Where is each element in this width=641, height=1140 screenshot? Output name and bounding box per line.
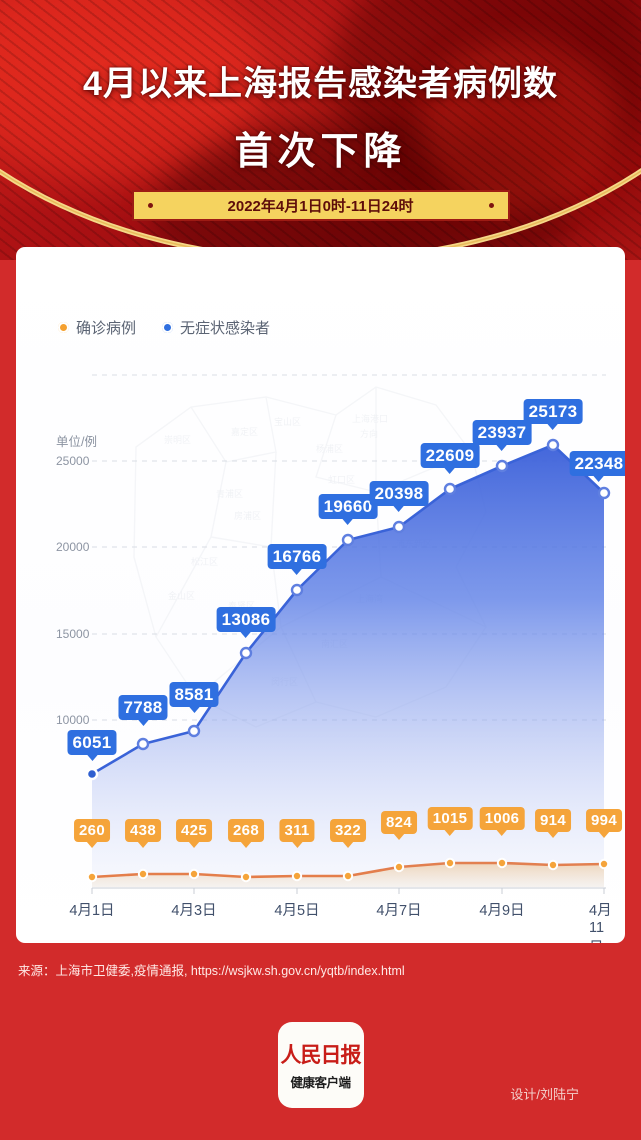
value-chip-confirmed-6: 824 (381, 811, 417, 840)
chip-text: 13086 (221, 609, 271, 629)
value-chip-confirmed-5: 322 (330, 819, 366, 848)
date-range-badge: 2022年4月1日0时-11日24时 (131, 190, 510, 221)
legend-item-confirmed[interactable]: 确诊病例 (58, 317, 136, 338)
chip-text: 22348 (574, 453, 624, 473)
value-chip-confirmed-7: 1015 (427, 807, 473, 836)
chip-text: 1015 (432, 810, 468, 827)
header-banner: 4月以来上海报告感染者病例数 首次下降 2022年4月1日0时-11日24时 (0, 0, 641, 260)
value-chip-asymptomatic-7: 22609 (420, 443, 480, 474)
value-chip-asymptomatic-5: 19660 (318, 494, 378, 525)
page-title: 4月以来上海报告感染者病例数 (83, 65, 558, 103)
svg-text:奉贤区: 奉贤区 (228, 600, 255, 611)
value-chip-asymptomatic-2: 8581 (169, 682, 219, 713)
x-tick-label-2: 4月5日 (274, 903, 320, 919)
chip-text: 914 (540, 812, 566, 829)
chip-text: 6051 (72, 732, 112, 752)
x-tick-label-0: 4月1日 (69, 903, 115, 919)
svg-text:青浦区: 青浦区 (216, 488, 243, 499)
y-tick-label-25000: 25000 (56, 454, 90, 468)
value-chip-confirmed-8: 1006 (479, 807, 525, 836)
chip-text: 7788 (123, 697, 163, 717)
chip-text: 22609 (425, 445, 475, 465)
value-chip-asymptomatic-0: 6051 (67, 730, 117, 761)
y-axis-unit-label: 单位/例 (56, 435, 97, 449)
chip-text: 16766 (272, 546, 322, 566)
logo-title: 人民日报 (280, 1043, 362, 1067)
svg-text:松江区: 松江区 (191, 556, 218, 567)
value-chip-confirmed-3: 268 (228, 819, 264, 848)
chip-text: 994 (591, 812, 617, 829)
designer-credit: 设计/刘陆宁 (510, 1087, 579, 1102)
publisher-logo: 人民日报 健康客户端 (277, 1022, 364, 1108)
chip-text: 824 (386, 814, 412, 831)
svg-text:宝山区: 宝山区 (274, 416, 301, 427)
legend-dot-confirmed-icon (58, 322, 69, 333)
value-chip-asymptomatic-1: 7788 (118, 695, 168, 726)
chip-text: 425 (181, 822, 207, 839)
x-tick-label-3: 4月7日 (376, 903, 422, 919)
chip-text: 322 (335, 822, 361, 839)
x-tick-label-4: 4月9日 (479, 903, 525, 919)
svg-text:方向: 方向 (360, 428, 378, 439)
svg-text:虹口区: 虹口区 (328, 475, 355, 485)
value-chip-confirmed-10: 994 (586, 809, 622, 838)
chip-text: 260 (79, 822, 105, 839)
chip-text: 268 (233, 822, 259, 839)
y-tick-label-15000: 15000 (56, 627, 90, 641)
svg-text:金山区: 金山区 (168, 590, 195, 601)
chip-text: 311 (284, 822, 310, 839)
chart-plot-area (85, 374, 611, 894)
legend-item-asymptomatic[interactable]: 无症状感染者 (162, 317, 270, 338)
value-chip-confirmed-4: 311 (279, 819, 315, 848)
chip-text: 19660 (323, 496, 373, 516)
date-range-text: 2022年4月1日0时-11日24时 (227, 198, 414, 215)
chip-text: 438 (130, 822, 156, 839)
chart-legend: 确诊病例 无症状感染者 (58, 317, 270, 338)
value-chip-asymptomatic-8: 23937 (472, 420, 532, 451)
chip-text: 25173 (528, 401, 578, 421)
value-chip-asymptomatic-10: 22348 (569, 451, 625, 482)
svg-text:嘉定区: 嘉定区 (231, 426, 258, 437)
value-chip-confirmed-2: 425 (176, 819, 212, 848)
value-chip-confirmed-1: 438 (125, 819, 161, 848)
chip-text: 8581 (174, 684, 214, 704)
value-chip-asymptomatic-4: 16766 (267, 544, 327, 575)
value-chip-confirmed-0: 260 (74, 819, 110, 848)
x-tick-label-1: 4月3日 (171, 903, 217, 919)
legend-label-asymptomatic: 无症状感染者 (180, 320, 271, 337)
y-tick-label-10000: 10000 (56, 713, 90, 727)
svg-text:房浦区: 房浦区 (234, 510, 261, 521)
chart-card: 崇明区 嘉定区 宝山区 青浦区 房浦区 松江区 金山区 奉贤区 杨浦区 上海港口… (16, 247, 625, 943)
legend-label-confirmed: 确诊病例 (76, 320, 137, 337)
svg-text:上海港口: 上海港口 (352, 413, 388, 424)
chip-text: 20398 (374, 483, 424, 503)
svg-text:杨浦区: 杨浦区 (316, 443, 343, 454)
value-chip-asymptomatic-9: 25173 (523, 399, 583, 430)
chip-text: 1006 (484, 810, 520, 827)
source-attribution: 来源：上海市卫健委,疫情通报, https://wsjkw.sh.gov.cn/… (18, 964, 405, 978)
footer: 人民日报 健康客户端 设计/刘陆宁 (0, 1000, 641, 1140)
page-subtitle: 首次下降 (234, 131, 407, 173)
x-tick-label-5: 4月11日 (589, 903, 612, 943)
value-chip-asymptomatic-6: 20398 (369, 481, 429, 512)
value-chip-asymptomatic-3: 13086 (216, 607, 276, 638)
svg-text:崇明区: 崇明区 (164, 435, 191, 445)
legend-dot-asymptomatic-icon (162, 322, 174, 333)
y-tick-label-20000: 20000 (56, 540, 90, 554)
chip-text: 23937 (477, 422, 527, 442)
value-chip-confirmed-9: 914 (535, 809, 571, 838)
logo-subtitle: 健康客户端 (290, 1076, 351, 1090)
